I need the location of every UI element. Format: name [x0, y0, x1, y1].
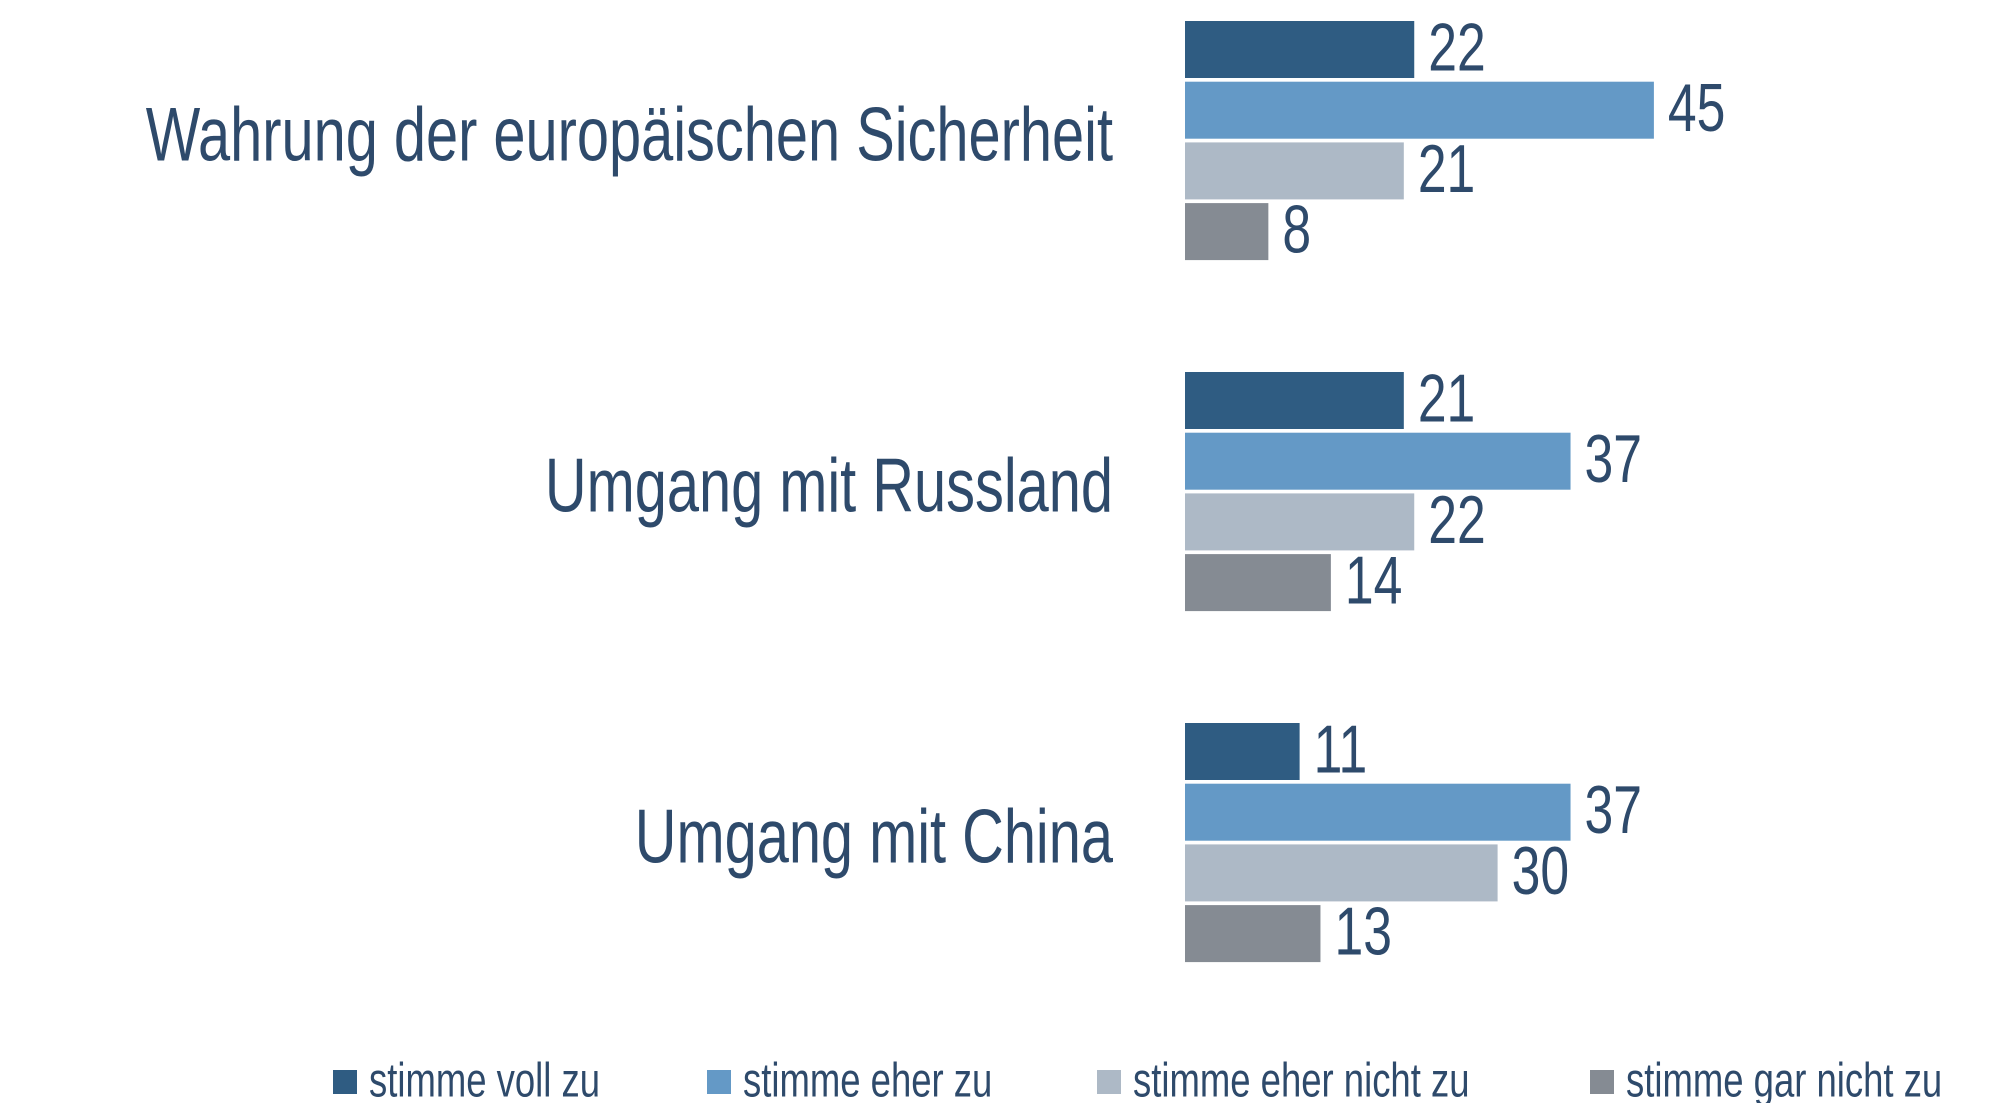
- legend-label: stimme gar nicht zu: [1626, 1054, 1942, 1103]
- bar: [1185, 21, 1415, 78]
- bar: [1185, 203, 1269, 261]
- category-label: Umgang mit Russland: [545, 444, 1113, 528]
- category-label: Umgang mit China: [635, 795, 1114, 879]
- value-label: 13: [1334, 893, 1391, 970]
- value-label-group: 37: [1585, 420, 1642, 497]
- bar: [1185, 723, 1300, 780]
- value-label-group: 22: [1428, 481, 1485, 558]
- value-label: 30: [1512, 832, 1569, 909]
- category-label-group: Umgang mit Russland: [545, 444, 1113, 528]
- value-label-group: 45: [1668, 69, 1725, 146]
- value-label: 22: [1428, 481, 1485, 558]
- value-label-group: 30: [1512, 832, 1569, 909]
- bar: [1185, 142, 1404, 200]
- value-label: 37: [1585, 771, 1642, 848]
- value-label: 37: [1585, 420, 1642, 497]
- bar: [1185, 844, 1498, 902]
- value-label-group: 22: [1428, 9, 1485, 86]
- value-label: 21: [1418, 360, 1475, 437]
- value-label: 8: [1282, 191, 1311, 268]
- value-label: 45: [1668, 69, 1725, 146]
- legend-label: stimme eher nicht zu: [1133, 1054, 1470, 1103]
- value-label-group: 37: [1585, 771, 1642, 848]
- bar: [1185, 372, 1404, 429]
- value-label: 14: [1345, 542, 1402, 619]
- legend-label: stimme voll zu: [369, 1054, 600, 1103]
- bar: [1185, 783, 1571, 841]
- legend-swatch: [1590, 1070, 1614, 1094]
- value-label-group: 8: [1282, 191, 1311, 268]
- category-label-group: Wahrung der europäischen Sicherheit: [146, 93, 1114, 177]
- value-label-group: 13: [1334, 893, 1391, 970]
- legend-swatch: [333, 1070, 357, 1094]
- bar: [1185, 81, 1654, 139]
- legend-swatch: [707, 1070, 731, 1094]
- bar: [1185, 554, 1331, 612]
- legend-label: stimme eher zu: [743, 1054, 992, 1103]
- bar: [1185, 493, 1415, 551]
- value-label-group: 11: [1314, 711, 1368, 788]
- legend-label-group: stimme gar nicht zu: [1626, 1054, 1942, 1103]
- value-label: 21: [1418, 130, 1475, 207]
- legend-swatch: [1097, 1070, 1121, 1094]
- legend-label-group: stimme voll zu: [369, 1054, 600, 1103]
- value-label: 11: [1314, 711, 1368, 788]
- category-label: Wahrung der europäischen Sicherheit: [146, 93, 1114, 177]
- bar: [1185, 432, 1571, 490]
- legend-label-group: stimme eher zu: [743, 1054, 992, 1103]
- legend-label-group: stimme eher nicht zu: [1133, 1054, 1470, 1103]
- category-label-group: Umgang mit China: [635, 795, 1114, 879]
- value-label-group: 21: [1418, 360, 1475, 437]
- bar: [1185, 905, 1321, 963]
- value-label: 22: [1428, 9, 1485, 86]
- value-label-group: 14: [1345, 542, 1402, 619]
- value-label-group: 21: [1418, 130, 1475, 207]
